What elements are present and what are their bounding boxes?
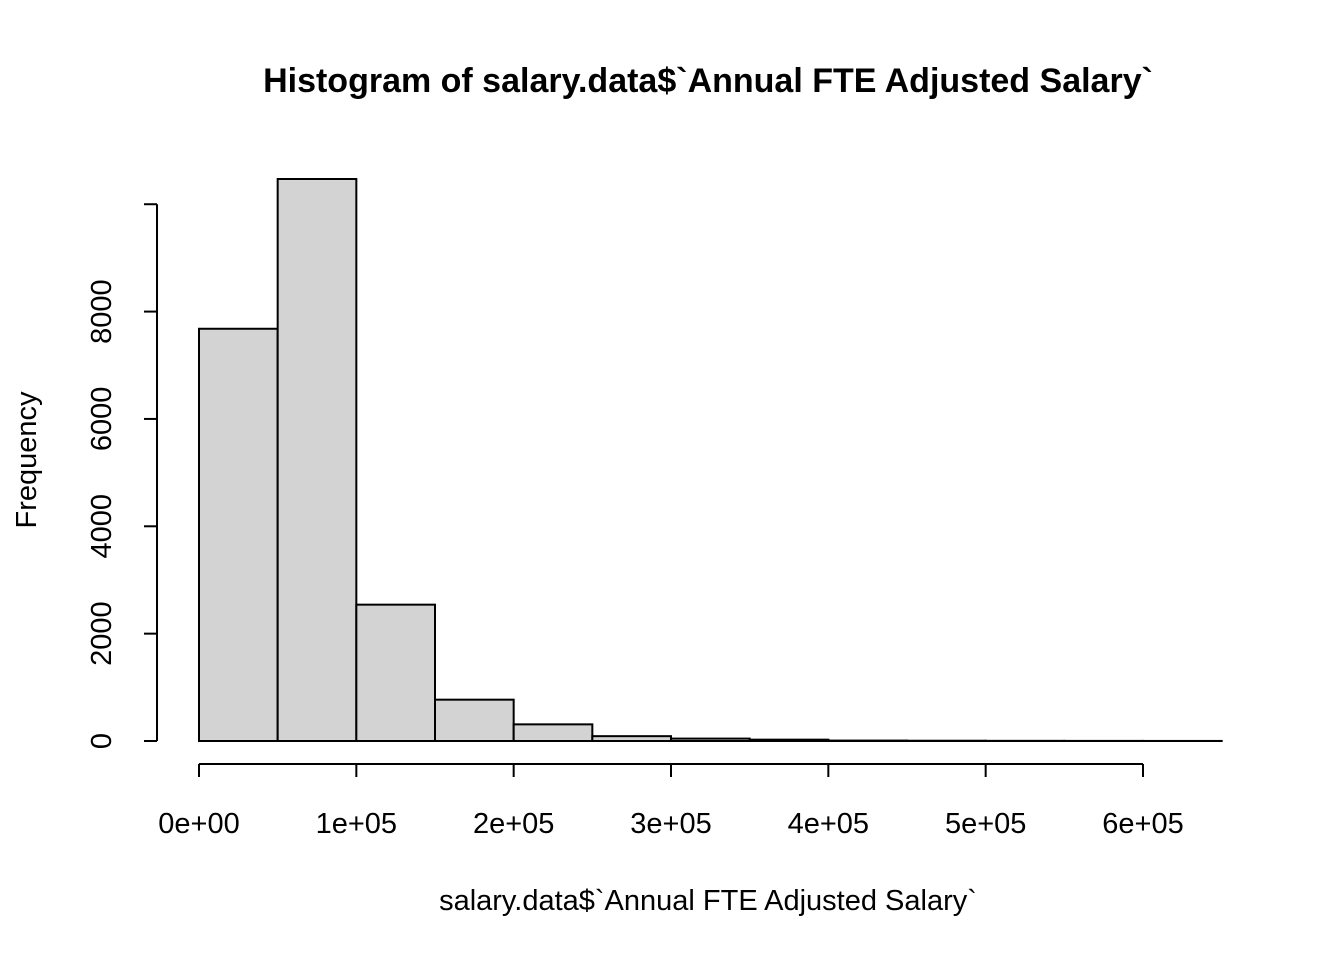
y-axis-label: Frequency bbox=[11, 391, 43, 529]
x-tick-label-0: 0e+00 bbox=[158, 808, 239, 840]
histogram-bar-1 bbox=[276, 178, 358, 742]
y-tick-label-1: 2000 bbox=[86, 601, 118, 666]
y-tick-label-2: 4000 bbox=[86, 494, 118, 559]
y-tick-label-3: 6000 bbox=[86, 387, 118, 452]
x-tick-label-3: 3e+05 bbox=[630, 808, 711, 840]
x-tick-label-6: 6e+05 bbox=[1102, 808, 1183, 840]
histogram-bar-3 bbox=[434, 698, 515, 743]
y-axis: 0 2000 4000 6000 8000 bbox=[86, 203, 158, 749]
histogram-bar-2 bbox=[355, 603, 437, 742]
x-tick-label-1: 1e+05 bbox=[316, 808, 397, 840]
bars-group bbox=[198, 178, 1223, 743]
x-tick-label-2: 2e+05 bbox=[473, 808, 554, 840]
x-axis-label: salary.data$`Annual FTE Adjusted Salary` bbox=[439, 885, 977, 917]
x-tick-label-4: 4e+05 bbox=[788, 808, 869, 840]
histogram-bar-4 bbox=[512, 723, 594, 742]
x-tick-label-5: 5e+05 bbox=[945, 808, 1026, 840]
x-axis: 0e+00 1e+05 2e+05 3e+05 4e+05 5e+05 6e+05 bbox=[158, 763, 1184, 840]
chart-title: Histogram of salary.data$`Annual FTE Adj… bbox=[263, 62, 1153, 100]
histogram-bar-0 bbox=[198, 327, 279, 742]
y-tick-label-0: 0 bbox=[86, 733, 118, 749]
y-tick-label-4: 8000 bbox=[86, 279, 118, 344]
